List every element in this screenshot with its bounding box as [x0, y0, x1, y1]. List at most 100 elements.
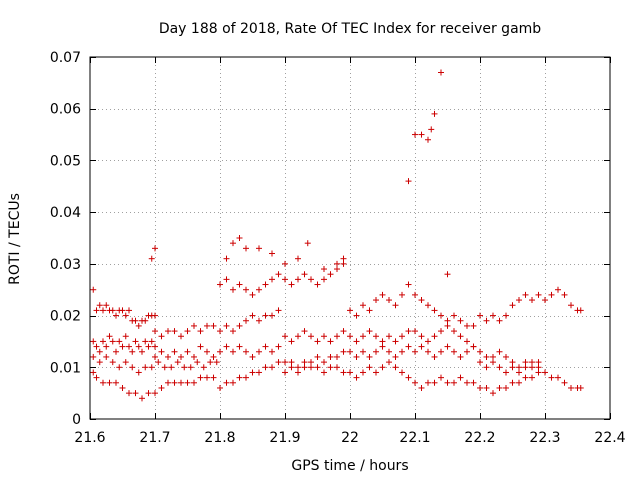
data-point	[243, 286, 249, 293]
data-point	[373, 369, 379, 376]
data-point	[262, 343, 269, 350]
data-point	[483, 364, 490, 371]
data-point	[522, 291, 529, 298]
data-point	[327, 364, 334, 371]
data-point	[431, 379, 438, 386]
data-point	[122, 312, 129, 319]
data-point	[100, 338, 106, 345]
data-point	[243, 245, 249, 252]
data-point	[314, 338, 321, 345]
data-point	[158, 333, 165, 340]
data-point	[165, 379, 171, 386]
data-point	[451, 328, 457, 335]
data-point	[158, 348, 165, 355]
data-point	[457, 333, 464, 340]
data-point	[152, 390, 158, 397]
data-point	[197, 374, 204, 381]
data-point	[334, 364, 340, 371]
data-point	[223, 343, 230, 350]
data-point	[535, 291, 542, 298]
y-tick-label: 0	[72, 412, 81, 428]
data-point	[386, 333, 392, 340]
data-point	[470, 343, 477, 350]
data-point	[360, 333, 366, 340]
data-point	[113, 348, 119, 355]
data-point	[132, 390, 139, 397]
data-point	[373, 333, 379, 340]
data-point	[129, 348, 136, 355]
data-point	[509, 379, 516, 386]
data-point	[431, 333, 438, 340]
data-point	[457, 374, 464, 381]
data-point	[347, 333, 353, 340]
data-point	[555, 374, 561, 381]
data-point	[165, 328, 171, 335]
y-tick-label: 0.01	[50, 360, 81, 376]
data-point	[96, 302, 103, 309]
data-point	[425, 379, 431, 386]
data-point	[392, 353, 399, 360]
data-point	[379, 343, 386, 350]
data-point	[353, 374, 360, 381]
data-point	[295, 276, 301, 283]
data-point	[405, 374, 412, 381]
data-point	[529, 297, 535, 304]
data-point	[230, 348, 236, 355]
data-point	[457, 353, 464, 360]
data-point	[191, 379, 197, 386]
data-point	[451, 379, 457, 386]
data-point	[100, 379, 106, 386]
data-point	[191, 322, 197, 329]
data-point	[334, 260, 340, 267]
data-point	[516, 379, 522, 386]
data-point	[142, 364, 149, 371]
data-point	[548, 374, 555, 381]
data-point	[243, 374, 249, 381]
data-point	[152, 343, 158, 350]
data-point	[230, 379, 236, 386]
data-point	[204, 322, 210, 329]
data-point	[386, 348, 392, 355]
data-point	[282, 369, 288, 376]
data-point	[321, 359, 327, 366]
data-point	[295, 364, 301, 371]
data-point	[340, 260, 347, 267]
data-point	[90, 286, 97, 293]
data-point	[477, 348, 483, 355]
data-point	[96, 348, 103, 355]
chart-title: Day 188 of 2018, Rate Of TEC Index for r…	[159, 21, 541, 37]
data-point	[399, 369, 405, 376]
data-point	[503, 312, 509, 319]
data-point	[347, 307, 353, 314]
data-point	[148, 255, 155, 262]
data-point	[503, 369, 509, 376]
data-point	[184, 328, 191, 335]
data-point	[405, 178, 412, 185]
data-point	[308, 359, 314, 366]
data-point	[347, 348, 353, 355]
data-point	[428, 126, 435, 133]
data-point	[126, 307, 132, 314]
data-point	[308, 333, 314, 340]
data-point	[321, 276, 327, 283]
data-point	[438, 348, 444, 355]
x-tick-label: 22.3	[529, 430, 560, 446]
data-point	[334, 266, 340, 273]
data-point	[288, 338, 295, 345]
data-point	[412, 348, 418, 355]
data-point	[148, 364, 155, 371]
y-tick-label: 0.02	[50, 309, 81, 325]
data-point	[282, 276, 288, 283]
data-point	[379, 364, 386, 371]
data-point	[256, 369, 262, 376]
data-point	[353, 312, 360, 319]
data-point	[327, 353, 334, 360]
data-point	[119, 343, 126, 350]
data-point	[178, 333, 184, 340]
data-point	[262, 281, 269, 288]
data-point	[425, 136, 431, 143]
data-point	[282, 333, 288, 340]
data-point	[171, 379, 178, 386]
data-point	[249, 369, 256, 376]
data-point	[496, 317, 503, 324]
